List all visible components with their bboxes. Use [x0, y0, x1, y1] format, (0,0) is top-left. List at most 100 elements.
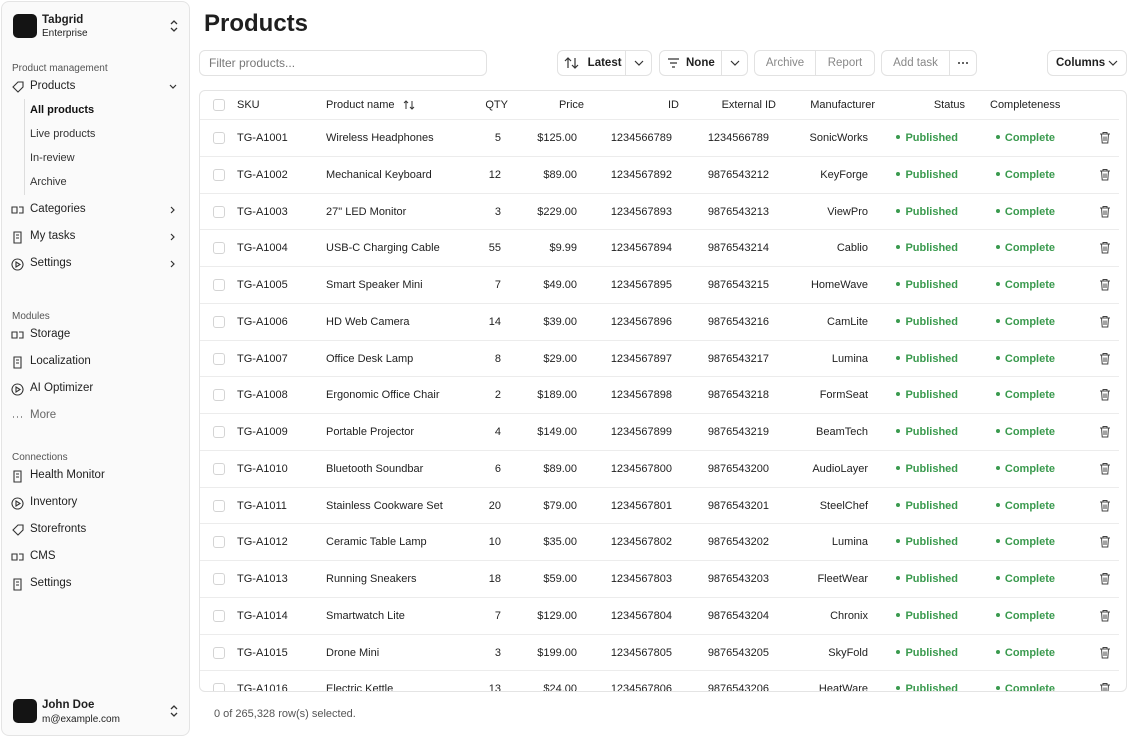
table-cell: $39.00 [543, 315, 577, 328]
chevron[interactable] [169, 260, 177, 268]
delete-button[interactable] [1099, 205, 1111, 218]
user-avatar [13, 699, 37, 723]
delete-button[interactable] [1099, 131, 1111, 144]
report-button[interactable]: Report [827, 57, 863, 69]
group-dropdown[interactable] [721, 51, 747, 75]
delete-button[interactable] [1099, 609, 1111, 622]
table-cell: $89.00 [543, 462, 577, 475]
nav-item[interactable]: CMS [30, 550, 56, 562]
status-badge: Complete [996, 561, 1055, 597]
table-row: TG-A1001 Wireless Headphones 5 $125.00 12345… [200, 119, 1119, 156]
table-cell: Ceramic Table Lamp [326, 536, 427, 549]
column-header[interactable]: Completeness [990, 99, 1061, 111]
delete-button[interactable] [1099, 682, 1111, 692]
nav-item[interactable]: Settings [30, 257, 72, 269]
delete-button[interactable] [1099, 535, 1111, 548]
table-cell: Stainless Cookware Set [326, 499, 443, 512]
sub-nav-item[interactable]: Live products [30, 128, 96, 140]
table-cell: $29.00 [543, 352, 577, 365]
column-header[interactable]: SKU [237, 99, 260, 111]
row-checkbox[interactable] [213, 536, 225, 549]
group-button[interactable]: None [659, 50, 748, 76]
table-cell: TG-A1007 [237, 352, 288, 365]
columns-button[interactable]: Columns [1047, 50, 1127, 76]
row-checkbox[interactable] [213, 389, 225, 402]
column-header[interactable]: Status [933, 99, 965, 111]
delete-button[interactable] [1099, 462, 1111, 475]
delete-button[interactable] [1099, 168, 1111, 181]
add-task-button[interactable]: Add task [882, 51, 950, 75]
column-header[interactable]: QTY [485, 99, 508, 111]
table-row: TG-A1008 Ergonomic Office Chair 2 $189.00 12… [200, 376, 1119, 413]
sub-nav-item[interactable]: In-review [30, 152, 75, 164]
table-cell: 27" LED Monitor [326, 205, 407, 218]
nav-icon [11, 206, 24, 214]
delete-button[interactable] [1099, 315, 1111, 328]
brand-switch[interactable] [168, 19, 180, 33]
row-checkbox[interactable] [213, 279, 225, 291]
nav-item[interactable]: Storefronts [30, 523, 87, 535]
delete-button[interactable] [1099, 425, 1111, 438]
nav-icon [12, 81, 24, 93]
chevron[interactable] [169, 83, 177, 91]
chevron[interactable] [169, 233, 177, 241]
delete-button[interactable] [1099, 572, 1111, 585]
row-checkbox[interactable] [213, 683, 225, 691]
row-checkbox[interactable] [213, 573, 225, 585]
delete-button[interactable] [1099, 388, 1111, 401]
row-checkbox[interactable] [213, 168, 225, 181]
sub-nav-item[interactable]: All products [30, 104, 95, 116]
row-checkbox[interactable] [213, 646, 225, 659]
row-checkbox[interactable] [213, 462, 225, 475]
table-cell: HeatWare [818, 683, 868, 692]
table-cell: 5 [494, 132, 501, 144]
row-checkbox[interactable] [213, 205, 225, 218]
nav-item[interactable]: AI Optimizer [30, 382, 94, 394]
row-checkbox[interactable] [213, 315, 225, 328]
row-checkbox[interactable] [213, 352, 225, 365]
row-checkbox[interactable] [213, 609, 225, 622]
sort-indicator[interactable] [403, 99, 415, 111]
status-badge: Complete [996, 488, 1055, 524]
table-cell: Lumina [831, 536, 868, 549]
row-checkbox[interactable] [213, 499, 225, 512]
nav-item[interactable]: Products [30, 80, 76, 92]
status-badge: Published [896, 451, 958, 487]
sub-nav-item[interactable]: Archive [30, 176, 67, 188]
column-header[interactable]: ID [668, 99, 679, 111]
row-checkbox[interactable] [213, 426, 225, 438]
delete-button[interactable] [1099, 241, 1111, 254]
archive-button[interactable]: Archive [755, 51, 816, 75]
delete-button[interactable] [1099, 352, 1111, 365]
delete-button[interactable] [1099, 278, 1111, 291]
filter-input[interactable]: Filter products... [199, 50, 487, 76]
status-badge: Published [896, 635, 958, 671]
column-header[interactable]: Price [558, 99, 584, 111]
nav-item[interactable]: Localization [30, 355, 91, 367]
status-badge: Published [896, 488, 958, 524]
more-button[interactable] [950, 51, 976, 75]
table-cell: 1234567894 [610, 242, 672, 255]
nav-item[interactable]: My tasks [30, 230, 76, 242]
user-menu[interactable] [168, 704, 180, 718]
nav-icon [13, 578, 22, 591]
column-header[interactable]: External ID [721, 99, 776, 111]
nav-item[interactable]: Settings [30, 577, 72, 589]
nav-item[interactable]: Inventory [30, 496, 78, 508]
group-icon [668, 58, 679, 68]
column-header[interactable]: Product name [326, 99, 395, 111]
sort-dropdown[interactable] [625, 51, 651, 75]
row-checkbox[interactable] [213, 242, 225, 255]
chevron[interactable] [169, 206, 177, 214]
sort-button[interactable]: Latest [557, 50, 652, 76]
header-checkbox[interactable] [213, 99, 225, 111]
column-header[interactable]: Manufacturer [810, 99, 875, 111]
nav-item[interactable]: Health Monitor [30, 469, 105, 481]
nav-item[interactable]: More [30, 409, 57, 421]
nav-item[interactable]: Categories [30, 203, 86, 215]
delete-button[interactable] [1099, 499, 1111, 512]
row-checkbox[interactable] [213, 132, 225, 144]
delete-button[interactable] [1099, 646, 1111, 659]
table-cell: Electric Kettle [326, 683, 394, 692]
nav-item[interactable]: Storage [30, 328, 71, 340]
